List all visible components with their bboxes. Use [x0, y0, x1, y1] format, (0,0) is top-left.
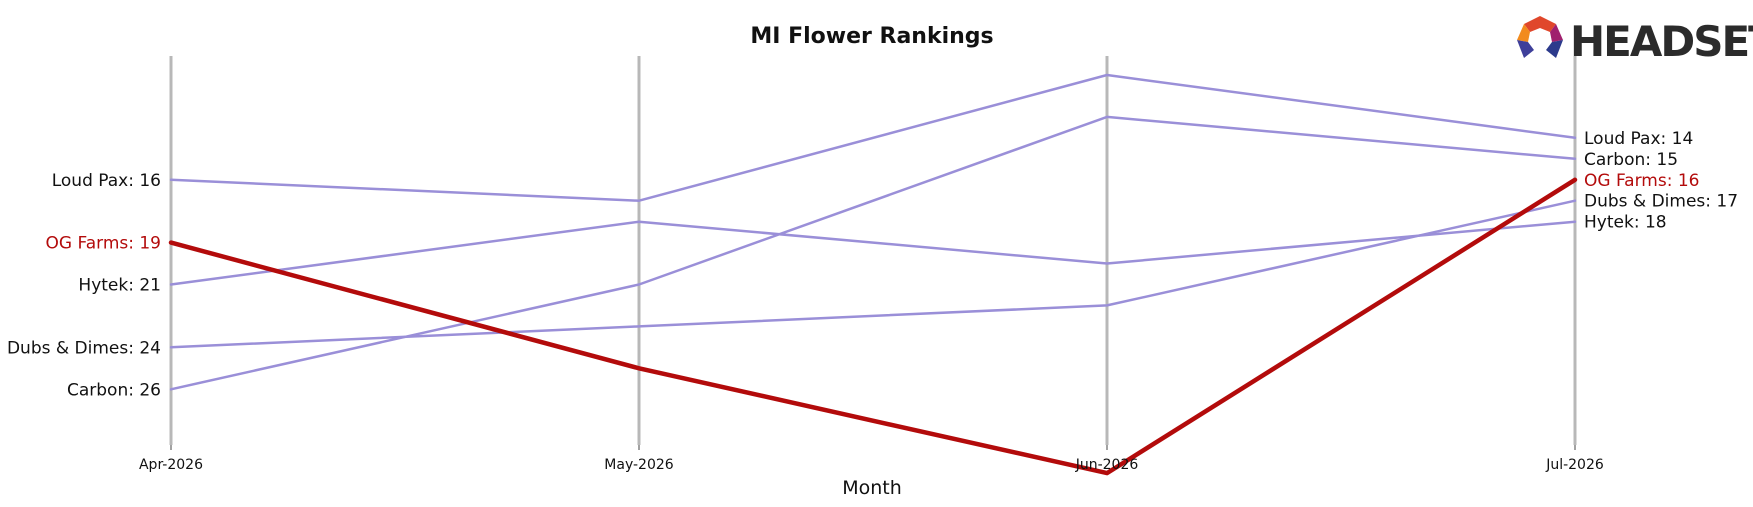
series-line-og-farms: [168, 177, 1578, 476]
series-line-carbon: [169, 115, 1577, 391]
end-label-hytek: Hytek: 18: [1584, 213, 1667, 233]
end-label-loud-pax: Loud Pax: 14: [1584, 129, 1693, 149]
end-label-carbon: Carbon: 15: [1584, 150, 1678, 170]
x-tick-label: Jun-2026: [1075, 457, 1139, 473]
headset-logo-mark: [1517, 16, 1563, 58]
x-axis-ticks: Apr-2026 May-2026 Jun-2026 Jul-2026: [139, 445, 1604, 473]
series-lines: [168, 73, 1578, 476]
series-line-hytek: [169, 220, 1577, 286]
start-label-dubs-dimes: Dubs & Dimes: 24: [7, 338, 161, 358]
chart-title: MI Flower Rankings: [750, 24, 993, 49]
left-labels: Loud Pax: 16 Carbon: 26 Dubs & Dimes: 24 Hy…: [7, 171, 161, 401]
headset-logo: HEADSET: [1517, 16, 1753, 66]
x-tick-label: May-2026: [604, 457, 673, 473]
start-label-hytek: Hytek: 21: [78, 276, 161, 296]
start-label-carbon: Carbon: 26: [67, 380, 161, 400]
x-tick-label: Apr-2026: [139, 457, 203, 473]
start-label-og-farms: OG Farms: 19: [46, 234, 161, 254]
series-line-loud-pax: [169, 73, 1577, 202]
end-label-og-farms: OG Farms: 16: [1584, 171, 1699, 191]
x-axis-label: Month: [842, 477, 902, 499]
headset-logo-text: HEADSET: [1570, 17, 1753, 66]
series-line-dubs-dimes: [169, 199, 1577, 349]
start-label-loud-pax: Loud Pax: 16: [52, 171, 161, 191]
end-label-dubs-dimes: Dubs & Dimes: 17: [1584, 192, 1738, 212]
x-tick-label: Jul-2026: [1545, 457, 1604, 473]
gridlines: [169, 56, 1577, 445]
